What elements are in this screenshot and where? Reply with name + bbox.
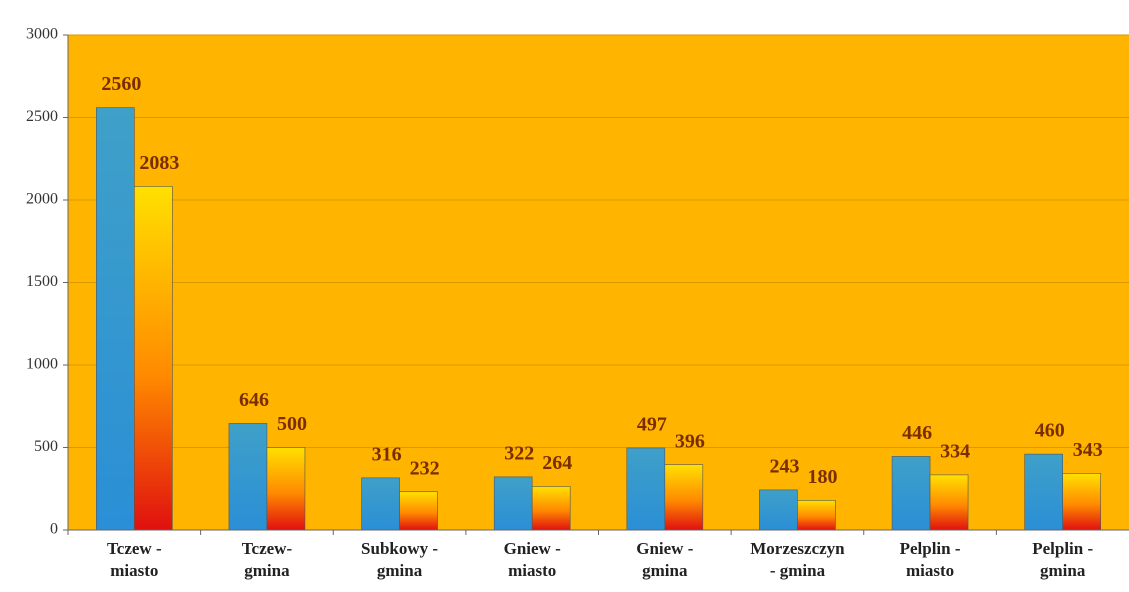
y-tick-label: 500 [34, 438, 58, 455]
data-label: 396 [675, 430, 705, 452]
x-tick-label: Gniew - miasto [503, 539, 561, 580]
data-label: 232 [410, 457, 440, 479]
bar [1062, 473, 1101, 531]
y-tick-label: 1000 [26, 356, 58, 373]
bar [266, 447, 306, 531]
data-label: 334 [940, 440, 970, 462]
bar [891, 456, 931, 531]
data-label: 343 [1073, 439, 1103, 461]
bar [399, 491, 438, 531]
x-tick-label: Pelplin - miasto [899, 539, 961, 580]
data-label: 460 [1035, 420, 1065, 442]
x-tick-label: Morzeszczyn - gmina [750, 539, 845, 580]
y-tick-label: 1500 [26, 273, 58, 290]
data-label: 2083 [139, 152, 179, 174]
x-tick-label: Tczew- gmina [241, 539, 293, 580]
data-label: 500 [277, 413, 307, 435]
data-label: 497 [637, 414, 667, 436]
y-tick-label: 0 [50, 521, 58, 538]
y-tick-label: 3000 [26, 26, 58, 43]
y-tick-label: 2000 [26, 191, 58, 208]
x-tick-label: Pelplin - gmina [1032, 539, 1094, 580]
x-tick-label: Gniew - gmina [636, 539, 694, 580]
bar [1024, 453, 1063, 531]
bar [228, 423, 268, 531]
bar [759, 489, 798, 531]
data-label: 180 [807, 466, 837, 488]
bar [797, 499, 836, 531]
data-label: 243 [769, 455, 799, 477]
bar [493, 476, 533, 531]
x-tick-label: Subkowy - gmina [361, 539, 439, 580]
bar [96, 107, 135, 531]
data-label: 322 [504, 442, 534, 464]
x-tick-label: Tczew - miasto [107, 539, 162, 580]
data-label: 2560 [101, 73, 141, 95]
y-tick-label: 2500 [26, 108, 58, 125]
bar [531, 486, 571, 531]
bar [664, 464, 704, 531]
data-label: 446 [902, 422, 932, 444]
data-label: 264 [542, 452, 572, 474]
bar [929, 474, 969, 531]
bar [626, 447, 666, 531]
bar [134, 186, 173, 531]
data-label: 646 [239, 389, 269, 411]
bar [361, 477, 400, 531]
data-label: 316 [372, 443, 402, 465]
